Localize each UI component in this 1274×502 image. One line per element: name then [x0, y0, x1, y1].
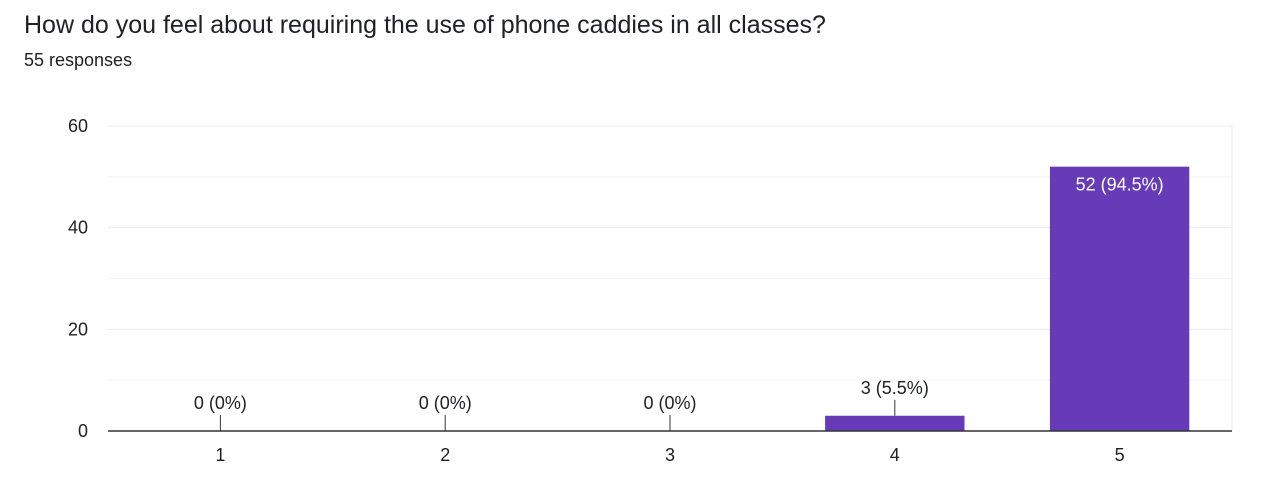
y-tick-label: 20 [68, 319, 88, 339]
data-label: 0 (0%) [643, 393, 696, 413]
data-label: 0 (0%) [194, 393, 247, 413]
data-labels: 0 (0%) 0 (0%) 0 (0%) 3 (5.5%) 52 (94.5%) [194, 175, 1164, 431]
x-tick-label: 3 [665, 445, 675, 465]
x-tick-label: 1 [215, 445, 225, 465]
data-label: 3 (5.5%) [861, 378, 929, 398]
bar-4 [825, 415, 965, 431]
y-tick-label: 40 [68, 218, 88, 238]
data-label: 0 (0%) [419, 393, 472, 413]
bars [825, 166, 1190, 431]
y-axis-ticks: 0 20 40 60 [68, 116, 88, 441]
grid-lines [108, 125, 1233, 431]
x-tick-label: 2 [440, 445, 450, 465]
y-tick-label: 60 [68, 116, 88, 136]
question-title: How do you feel about requiring the use … [24, 11, 826, 39]
x-tick-label: 5 [1115, 445, 1125, 465]
bar-5 [1049, 166, 1190, 431]
x-axis-ticks: 1 2 3 4 5 [215, 445, 1124, 465]
response-count: 55 responses [24, 50, 133, 70]
x-tick-label: 4 [890, 445, 900, 465]
y-tick-label: 0 [78, 421, 88, 441]
data-label: 52 (94.5%) [1076, 175, 1164, 195]
